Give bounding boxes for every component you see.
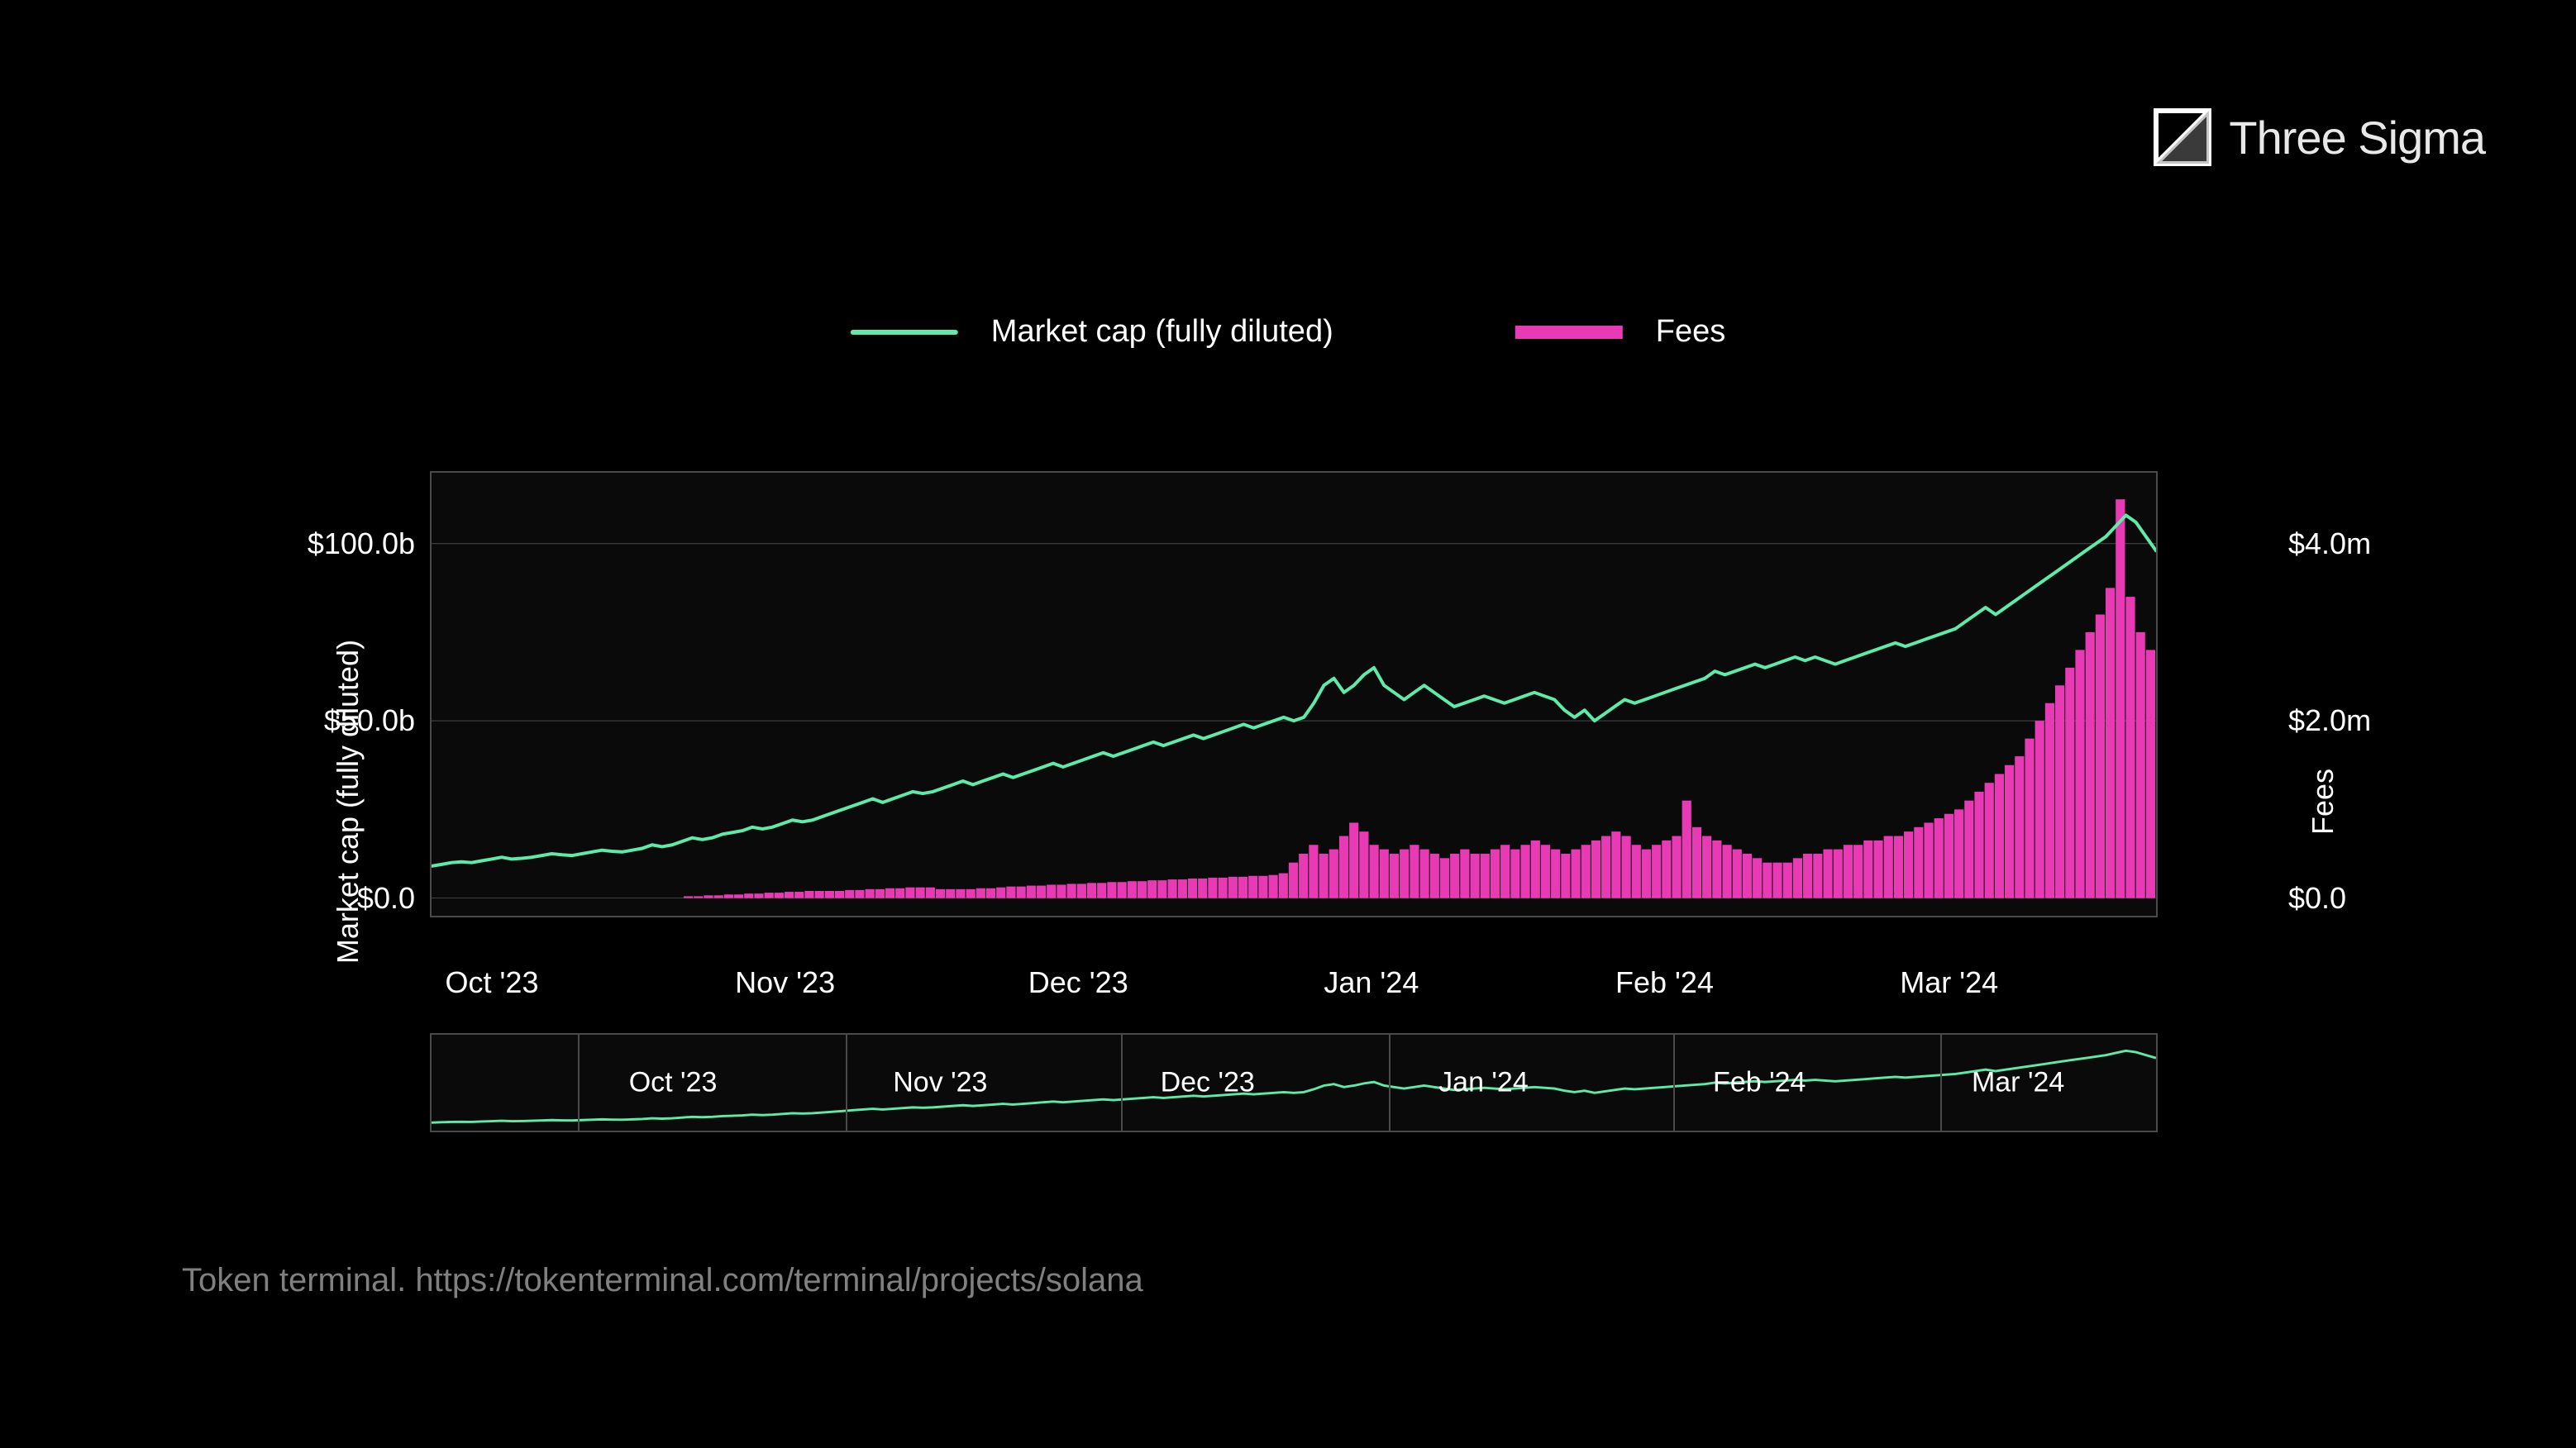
source-attribution: Token terminal. https://tokenterminal.co…: [182, 1262, 1143, 1299]
brush-chart[interactable]: Oct '23 Nov '23 Dec '23 Jan '24 Feb '24 Mar '…: [430, 1033, 2158, 1132]
x-tick: Nov '23: [735, 965, 835, 1000]
x-tick: Jan '24: [1324, 965, 1419, 1000]
legend-item-fees: Fees: [1515, 314, 1725, 350]
y-tick-left: $0.0: [283, 881, 415, 916]
brush-x-tick: Jan '24: [1438, 1067, 1529, 1099]
x-tick: Mar '24: [1900, 965, 1998, 1000]
brand-logo-text: Three Sigma: [2229, 111, 2485, 164]
y-tick-right: $2.0m: [2288, 703, 2404, 738]
y-axis-label-right: Fees: [2306, 769, 2340, 835]
x-tick: Feb '24: [1615, 965, 1714, 1000]
y-tick-left: $50.0b: [283, 703, 415, 738]
brand-logo-icon: [2153, 107, 2212, 167]
legend-item-marketcap: Market cap (fully diluted): [851, 314, 1333, 350]
x-tick: Dec '23: [1028, 965, 1128, 1000]
x-tick: Oct '23: [446, 965, 539, 1000]
main-chart-svg: [432, 473, 2156, 916]
brush-x-tick: Mar '24: [1972, 1067, 2064, 1099]
legend-swatch-bar: [1515, 326, 1623, 339]
chart-container: Market cap (fully diluted) Fees $0.0$50.…: [430, 471, 2158, 1132]
main-chart: $0.0$50.0b$100.0b $0.0$2.0m$4.0m Oct '23…: [430, 471, 2158, 917]
brush-divider: [1389, 1035, 1391, 1131]
brush-x-tick: Feb '24: [1713, 1067, 1806, 1099]
brush-x-tick: Dec '23: [1161, 1067, 1255, 1099]
brush-divider: [846, 1035, 847, 1131]
brush-x-tick: Nov '23: [893, 1067, 987, 1099]
brush-divider: [1940, 1035, 1942, 1131]
legend-label-marketcap: Market cap (fully diluted): [991, 314, 1333, 350]
y-tick-right: $0.0: [2288, 881, 2404, 916]
brush-divider: [1121, 1035, 1123, 1131]
chart-legend: Market cap (fully diluted) Fees: [851, 314, 1725, 350]
brush-divider: [1673, 1035, 1675, 1131]
y-tick-right: $4.0m: [2288, 526, 2404, 561]
brush-x-tick: Oct '23: [629, 1067, 718, 1099]
brand-logo: Three Sigma: [2153, 107, 2485, 167]
legend-label-fees: Fees: [1656, 314, 1725, 350]
y-tick-left: $100.0b: [283, 526, 415, 561]
legend-swatch-line: [851, 330, 958, 335]
brush-divider: [578, 1035, 580, 1131]
